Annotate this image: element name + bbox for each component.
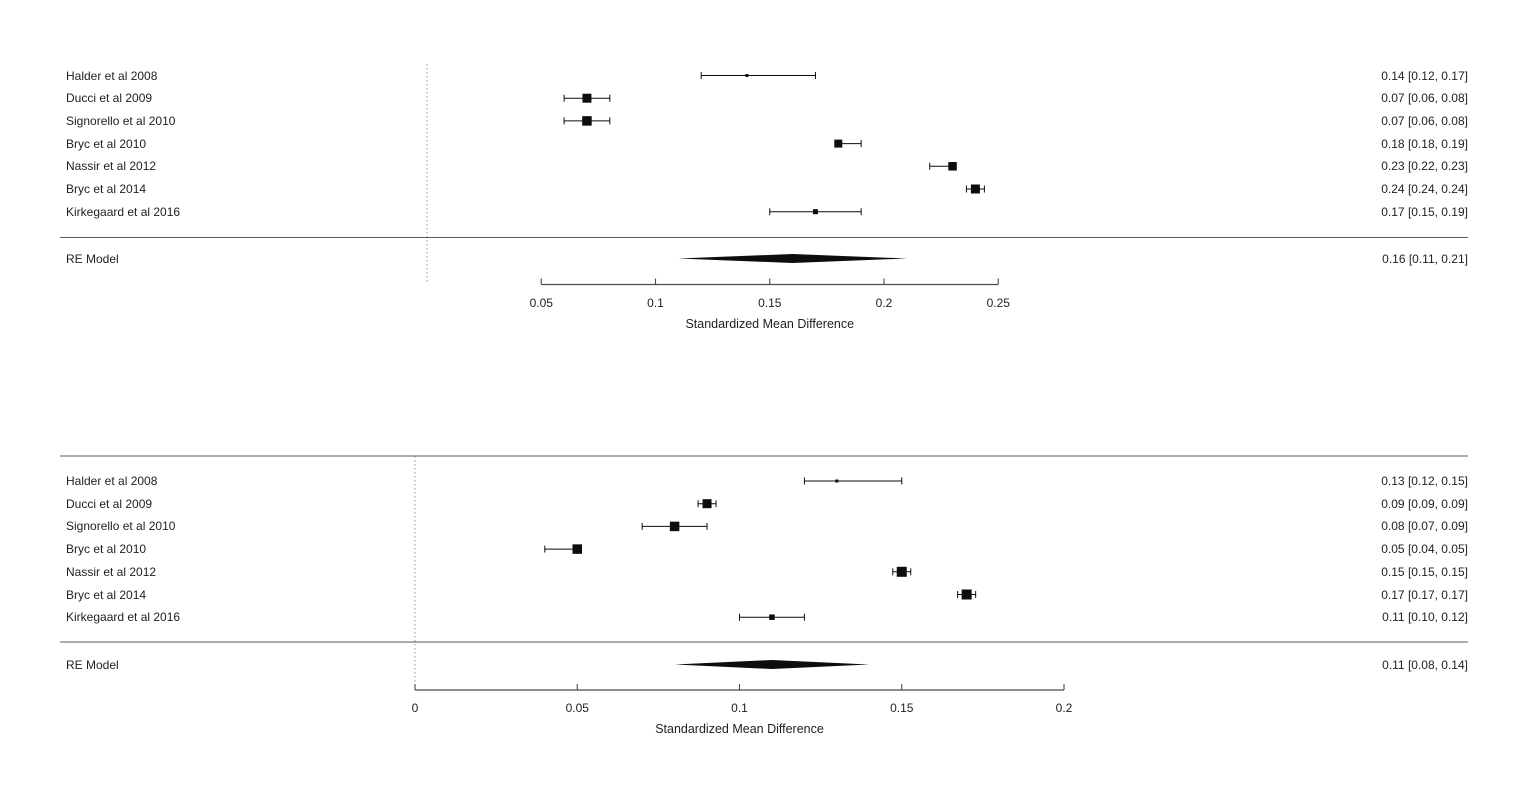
point-estimate-marker — [669, 521, 680, 532]
point-estimate-marker — [835, 479, 839, 483]
point-estimate-marker — [970, 184, 980, 194]
point-estimate-marker — [702, 499, 712, 509]
summary-diamond — [678, 254, 907, 263]
point-estimate-marker — [896, 566, 907, 577]
point-estimate-marker — [572, 544, 582, 554]
point-estimate-marker — [745, 74, 749, 77]
point-estimate-marker — [582, 116, 592, 126]
point-estimate-marker — [812, 209, 818, 215]
x-axis-title-bottom: Standardized Mean Difference — [655, 721, 824, 736]
summary-diamond — [674, 660, 870, 669]
point-estimate-marker — [961, 589, 972, 600]
x-axis-title-top: Standardized Mean Difference — [685, 316, 855, 331]
point-estimate-marker — [948, 162, 957, 171]
point-estimate-marker — [582, 93, 592, 103]
point-estimate-marker — [769, 614, 775, 620]
point-estimate-marker — [834, 139, 843, 148]
